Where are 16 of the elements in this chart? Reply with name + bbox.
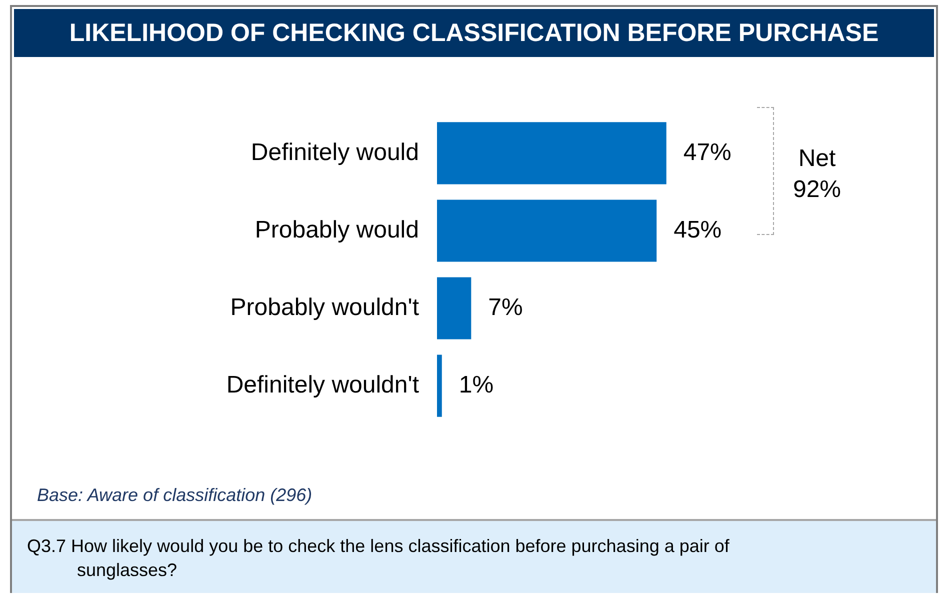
- text: Net 92%: [792, 144, 842, 205]
- chart-title: LIKELIHOOD OF CHECKING CLASSIFICATION BEFORE PURCHASE: [14, 9, 934, 57]
- bar: [437, 200, 657, 262]
- text: Q3.7 How likely would you be to check the lens classification before purchasing a pair of sunglasses?: [27, 535, 730, 582]
- data-label: 7%: [488, 294, 523, 321]
- data-label: 45%: [674, 216, 722, 244]
- bar: [437, 354, 442, 417]
- y-tick-label: Definitely wouldn't: [226, 371, 420, 398]
- y-tick-label: Definitely would: [250, 138, 419, 166]
- bar: [437, 277, 472, 340]
- text: Base: Aware of classification (296): [37, 485, 312, 506]
- bar: [437, 122, 666, 184]
- y-tick-label: Probably would: [254, 216, 419, 244]
- data-label: 47%: [683, 138, 732, 166]
- data-label: 1%: [458, 371, 494, 398]
- y-tick-label: Probably wouldn't: [230, 294, 420, 321]
